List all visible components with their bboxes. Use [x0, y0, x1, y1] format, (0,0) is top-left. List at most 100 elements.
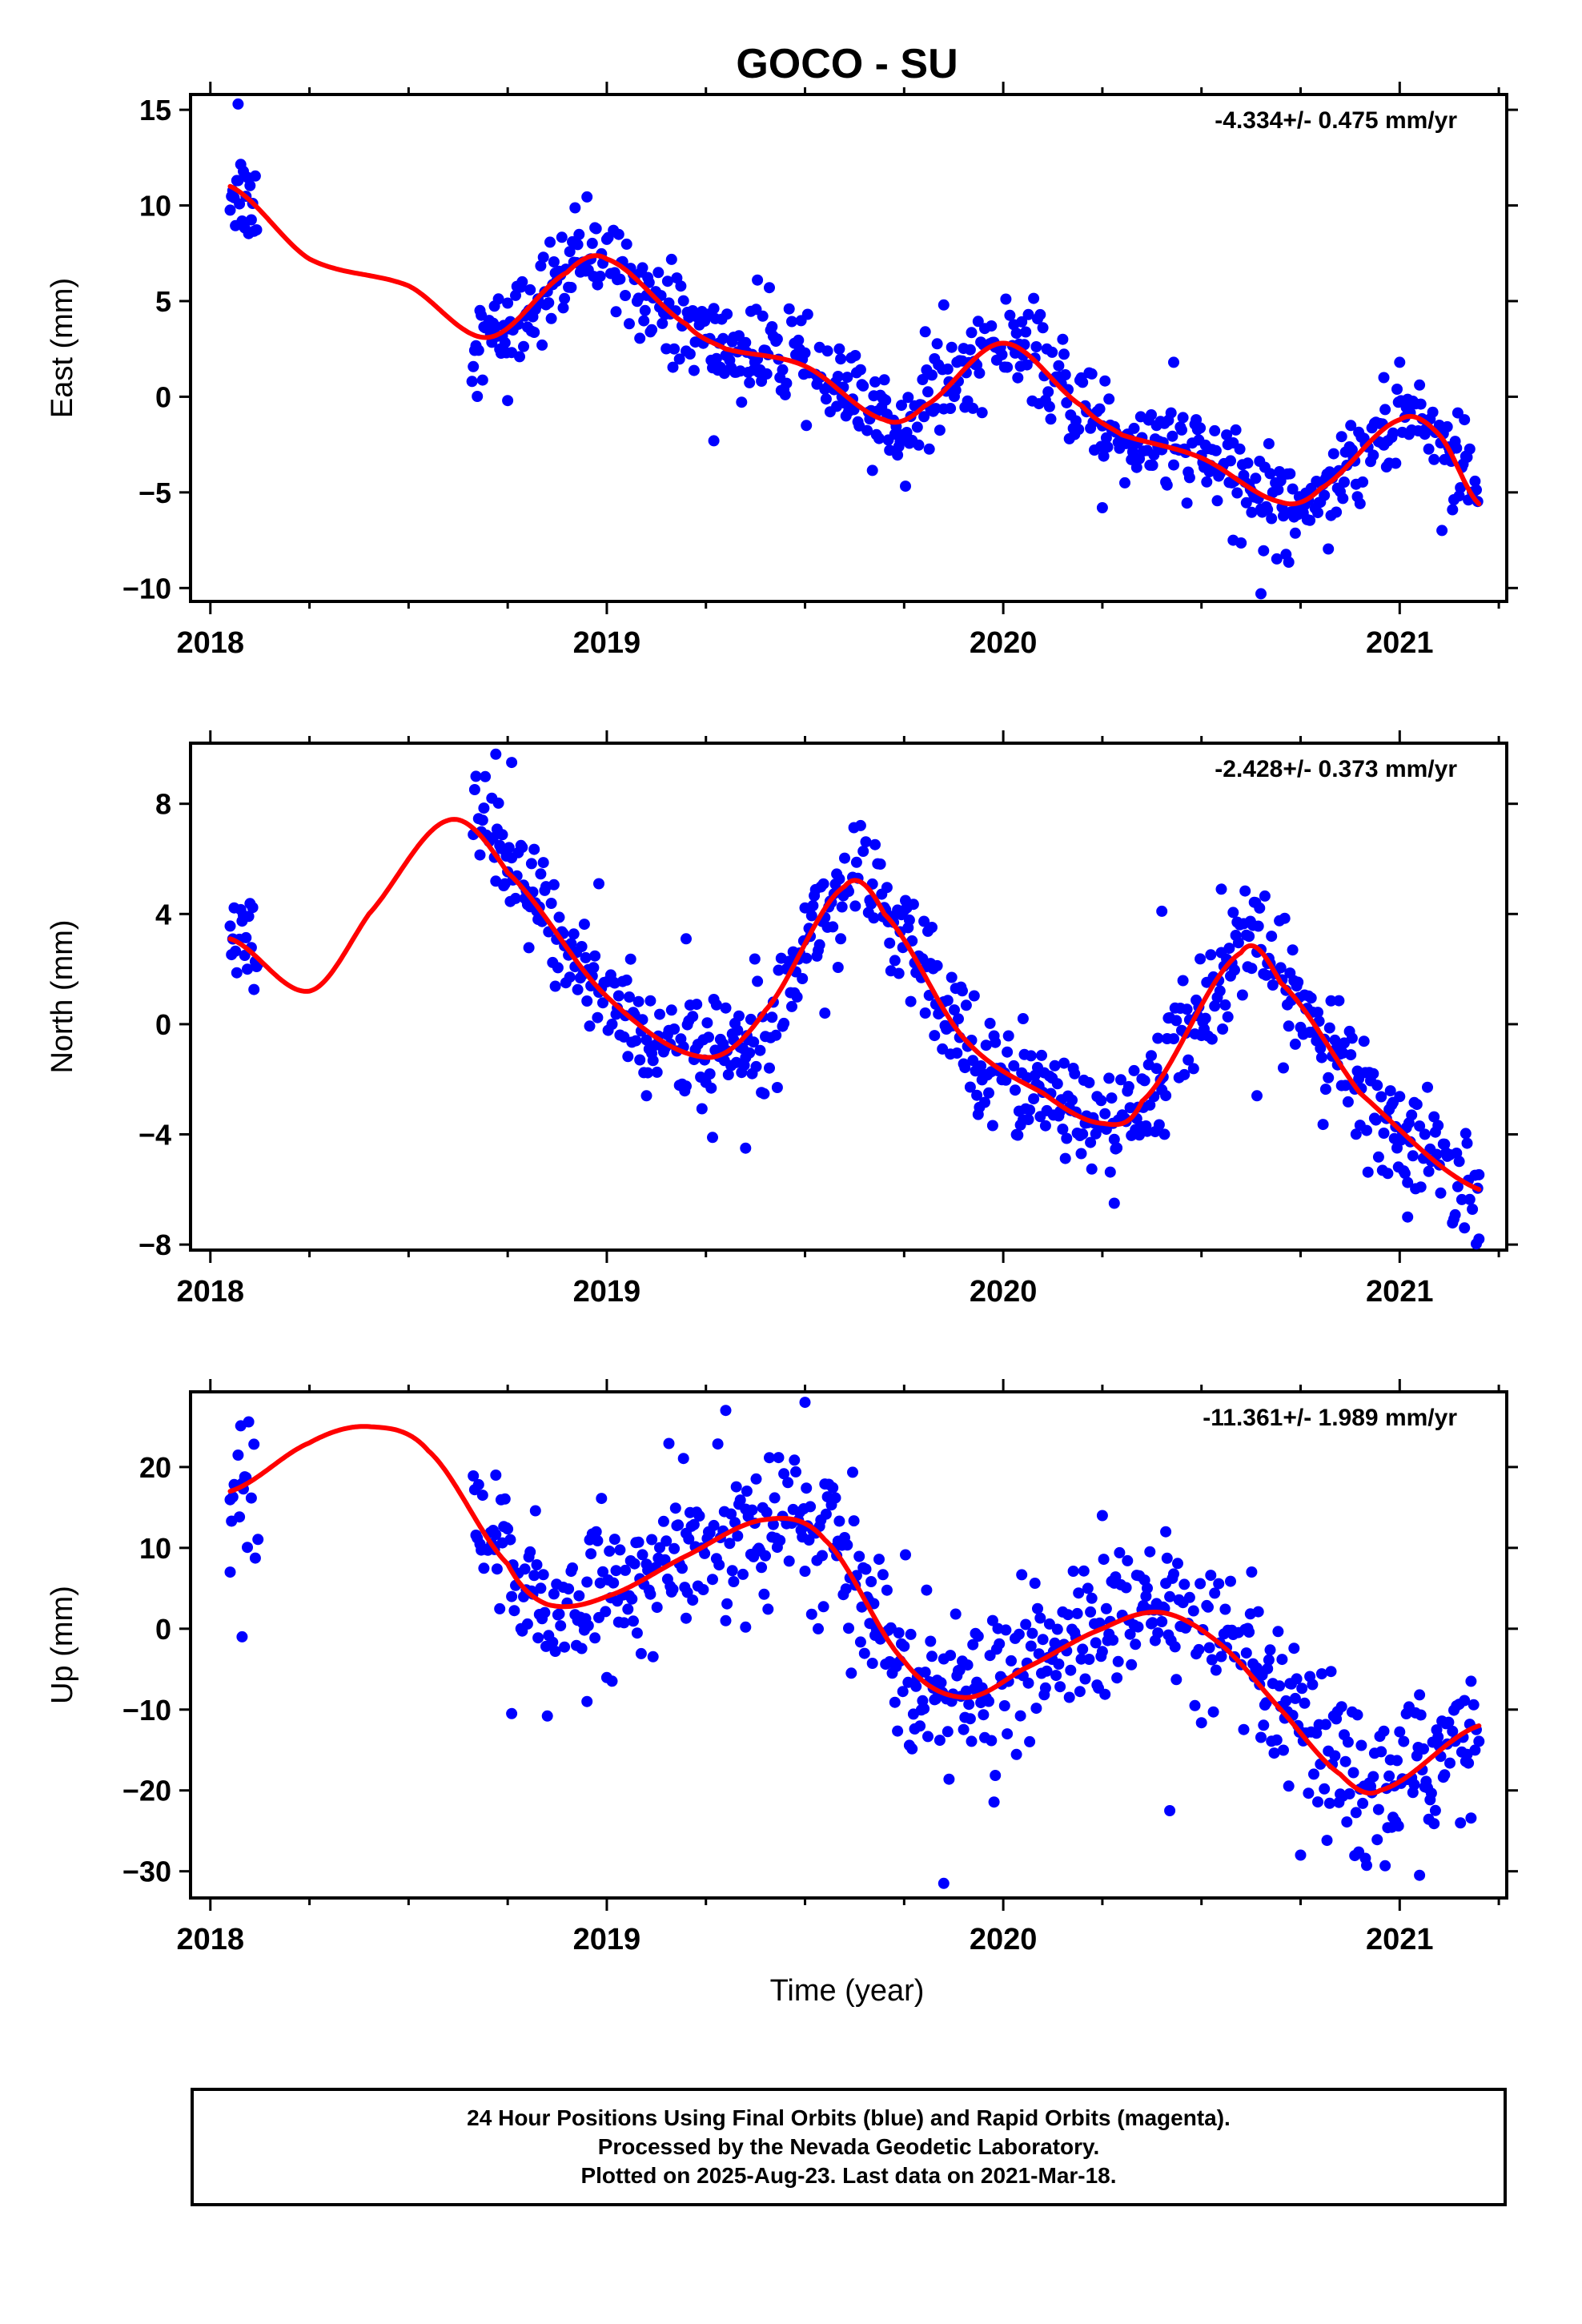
north-data-point [1222, 1011, 1234, 1023]
east-data-point [677, 295, 689, 307]
north-data-point [1394, 1091, 1406, 1103]
east-data-point [624, 318, 635, 330]
up-data-point [1024, 1735, 1036, 1747]
up-data-point [1187, 1605, 1199, 1617]
east-data-point [1266, 513, 1278, 525]
up-data-point [1067, 1566, 1079, 1577]
up-data-point [1161, 1552, 1173, 1564]
up-data-point [978, 1709, 990, 1721]
footer-line-plotted: Plotted on 2025-Aug-23. Last data on 202… [580, 2163, 1117, 2188]
north-data-point [492, 797, 504, 809]
up-data-point [1225, 1575, 1236, 1587]
up-data-point [1016, 1569, 1028, 1581]
up-data-point [1274, 1680, 1286, 1692]
up-data-point [1183, 1591, 1195, 1603]
up-y-tick-label: 0 [155, 1613, 171, 1646]
up-data-point [713, 1559, 725, 1571]
east-velocity-label: -4.334+/- 0.475 mm/yr [1215, 107, 1457, 134]
north-data-point [931, 959, 943, 971]
east-data-point [559, 292, 571, 304]
up-data-point [1168, 1568, 1179, 1580]
north-data-point [1428, 1111, 1440, 1123]
north-data-point [874, 858, 886, 870]
east-data-point [572, 239, 584, 251]
up-outlier-point [720, 1405, 732, 1417]
up-data-point [942, 1726, 954, 1738]
up-data-point [1098, 1554, 1110, 1566]
east-data-point [740, 336, 752, 348]
north-data-point [1456, 1193, 1468, 1205]
up-data-point [1132, 1621, 1144, 1633]
up-data-point [548, 1588, 560, 1600]
north-data-point [1415, 1181, 1427, 1193]
north-data-point [470, 770, 482, 782]
east-data-point [1210, 444, 1222, 456]
east-data-point [779, 388, 791, 400]
up-data-point [1439, 1769, 1451, 1781]
north-data-point [523, 942, 535, 954]
east-data-point [1304, 514, 1316, 526]
up-data-point [1094, 1617, 1106, 1629]
up-data-point [1469, 1744, 1481, 1756]
north-data-point [964, 1081, 976, 1093]
north-data-point [1168, 1033, 1179, 1045]
up-data-point [817, 1550, 828, 1562]
up-data-point [988, 1796, 1000, 1808]
east-data-point [934, 424, 946, 436]
up-data-point [600, 1606, 612, 1618]
north-data-point [474, 849, 486, 861]
north-data-point [1395, 1134, 1407, 1146]
up-data-point [1026, 1627, 1038, 1639]
up-data-point [651, 1602, 663, 1614]
up-data-point [1071, 1607, 1083, 1619]
north-data-point [580, 951, 592, 963]
up-data-point [476, 1490, 488, 1502]
east-data-point [472, 391, 484, 402]
east-y-tick-label: 15 [139, 94, 171, 127]
up-outlier-point [1295, 1849, 1307, 1861]
up-data-point [1455, 1817, 1467, 1829]
up-data-point [1391, 1755, 1403, 1767]
up-data-point [778, 1468, 790, 1480]
east-data-point [499, 337, 511, 348]
north-data-point [1122, 1080, 1134, 1092]
up-data-point [760, 1550, 771, 1562]
up-data-point [914, 1720, 926, 1732]
up-data-point [1367, 1771, 1379, 1783]
north-data-point [722, 1069, 734, 1080]
up-data-point [234, 1511, 246, 1523]
up-data-point [1443, 1716, 1455, 1728]
east-data-point [245, 214, 257, 226]
up-data-point [865, 1576, 877, 1587]
north-data-point [1223, 943, 1235, 955]
up-data-point [1299, 1697, 1311, 1709]
up-data-point [508, 1605, 520, 1617]
up-data-point [667, 1583, 679, 1595]
north-data-point [1057, 1124, 1069, 1135]
north-data-point [1229, 964, 1240, 976]
east-data-point [548, 256, 560, 267]
north-data-point [620, 974, 632, 986]
north-data-point [1182, 1054, 1195, 1066]
east-data-point [964, 344, 976, 356]
up-data-point [490, 1529, 502, 1541]
east-data-point [638, 315, 650, 327]
north-data-point [805, 910, 817, 922]
up-data-point [1142, 1582, 1153, 1594]
east-data-point [866, 464, 878, 476]
east-data-point [931, 338, 943, 350]
up-data-point [1039, 1682, 1051, 1694]
north-data-point [957, 985, 968, 997]
up-outlier-point [236, 1630, 248, 1642]
north-data-point [525, 858, 537, 870]
east-data-point [665, 253, 677, 265]
north-data-point [1219, 999, 1231, 1011]
east-data-point [667, 361, 679, 373]
east-data-point [514, 351, 525, 363]
up-data-point [1033, 1648, 1045, 1660]
up-data-point [1099, 1688, 1111, 1700]
up-data-point [1050, 1670, 1062, 1682]
up-data-point [1296, 1683, 1308, 1695]
up-data-point [708, 1519, 720, 1531]
north-data-point [1449, 1208, 1461, 1220]
